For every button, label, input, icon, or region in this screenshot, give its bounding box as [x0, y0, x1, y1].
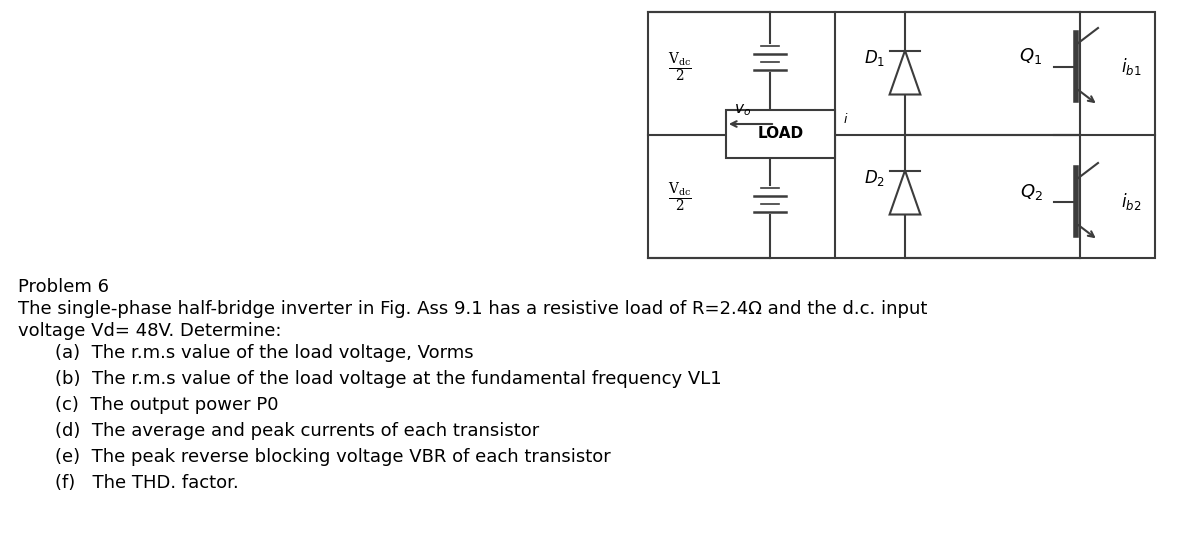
Text: $v_o$: $v_o$	[735, 102, 751, 118]
Text: $\mathit{Q_2}$: $\mathit{Q_2}$	[1020, 181, 1042, 202]
Text: (d)  The average and peak currents of each transistor: (d) The average and peak currents of eac…	[54, 422, 539, 440]
Text: (e)  The peak reverse blocking voltage VBR of each transistor: (e) The peak reverse blocking voltage VB…	[54, 448, 610, 466]
Text: (f)   The THD. factor.: (f) The THD. factor.	[54, 474, 239, 492]
Polygon shape	[890, 170, 920, 214]
Text: (b)  The r.m.s value of the load voltage at the fundamental frequency VL1: (b) The r.m.s value of the load voltage …	[54, 370, 722, 388]
Polygon shape	[890, 51, 920, 95]
Text: $\mathregular{\frac{V_{dc}}{2}}$: $\mathregular{\frac{V_{dc}}{2}}$	[668, 181, 692, 215]
Text: LOAD: LOAD	[757, 127, 803, 142]
Bar	[648, 12, 1155, 258]
Text: voltage Vd= 48V. Determine:: voltage Vd= 48V. Determine:	[18, 322, 282, 340]
Text: $\mathregular{\frac{V_{dc}}{2}}$: $\mathregular{\frac{V_{dc}}{2}}$	[668, 51, 692, 85]
Text: (c)  The output power P0: (c) The output power P0	[54, 396, 278, 414]
Text: (a)  The r.m.s value of the load voltage, Vorms: (a) The r.m.s value of the load voltage,…	[54, 344, 473, 362]
Text: $D_2$: $D_2$	[865, 168, 886, 187]
Text: The single-phase half-bridge inverter in Fig. Ass 9.1 has a resistive load of R=: The single-phase half-bridge inverter in…	[18, 300, 927, 318]
Text: Problem 6: Problem 6	[18, 278, 109, 296]
Text: $D_1$: $D_1$	[865, 47, 886, 68]
Text: $i$: $i$	[843, 112, 848, 126]
Text: $i_{b2}$: $i_{b2}$	[1120, 191, 1142, 212]
Bar	[726, 110, 835, 158]
Text: $\mathit{Q_1}$: $\mathit{Q_1}$	[1020, 46, 1042, 67]
Text: $i_{b1}$: $i_{b1}$	[1120, 56, 1142, 77]
